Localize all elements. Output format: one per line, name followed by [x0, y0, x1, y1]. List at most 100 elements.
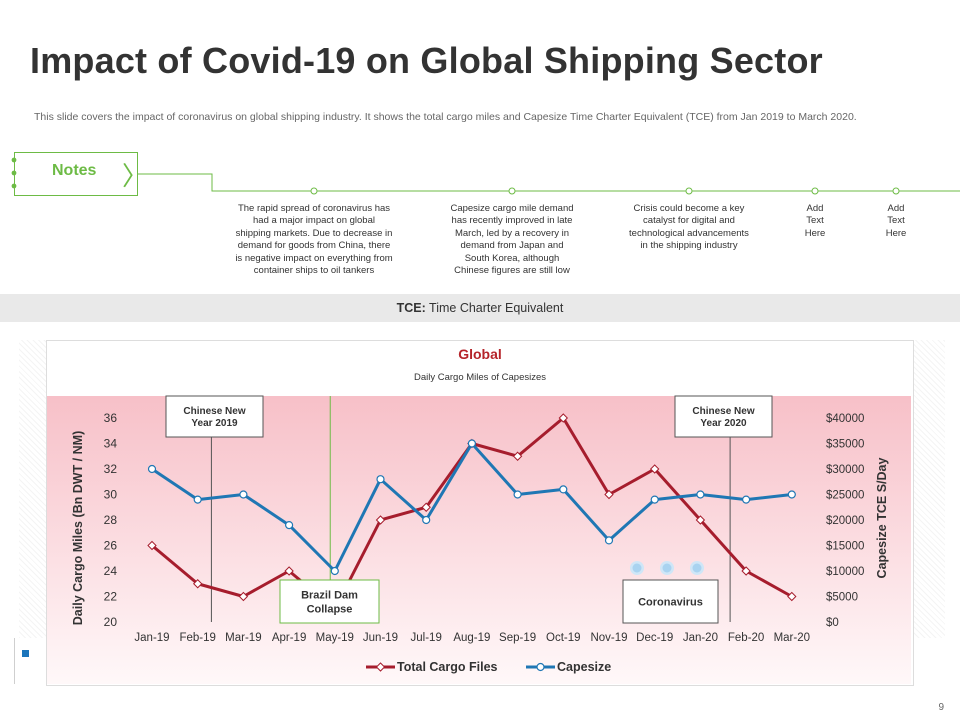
x-tick-label: Sep-19 [499, 632, 536, 644]
y-tick-label: 34 [104, 437, 118, 451]
notes-timeline [136, 173, 960, 195]
x-tick-label: Oct-19 [546, 632, 581, 644]
y-tick-label: 22 [104, 590, 118, 604]
y-tick-label: 28 [104, 513, 118, 527]
timeline-node [508, 187, 516, 195]
y-tick-label: 36 [104, 411, 118, 425]
annotation-box [165, 395, 264, 438]
x-tick-label: Feb-19 [179, 632, 215, 644]
chart-title: Global [458, 346, 502, 362]
y2-tick-label: $25000 [826, 490, 864, 502]
data-point [330, 566, 339, 576]
tce-band [0, 294, 960, 322]
data-point [741, 495, 751, 504]
bullet-marker [22, 650, 29, 657]
divider [14, 638, 15, 684]
y2-tick-label: $5000 [826, 592, 858, 604]
x-tick-label: Dec-19 [636, 632, 673, 644]
y2-tick-label: $40000 [826, 413, 864, 425]
data-point [193, 495, 202, 504]
dots-icon [11, 157, 17, 189]
x-tick-label: Nov-19 [590, 632, 627, 644]
data-point [695, 515, 706, 525]
x-tick-label: Jan-19 [134, 632, 169, 644]
annotation-label: Year 2019 [191, 418, 238, 429]
x-tick-label: May-19 [316, 632, 354, 644]
data-point [787, 591, 797, 602]
notes-label: Notes [52, 162, 97, 179]
timeline-node [685, 187, 693, 195]
y2-tick-label: $10000 [826, 566, 864, 578]
note-text-1: The rapid spread of coronavirus has had a… [235, 203, 393, 277]
y2-tick-label: $30000 [826, 464, 864, 476]
data-point [239, 490, 248, 499]
data-point [558, 413, 569, 423]
x-tick-label: Jun-19 [363, 632, 398, 644]
y-axis-label: Daily Cargo Miles (Bn DWT / NM) [71, 431, 85, 625]
virus-icon-core [632, 563, 642, 573]
data-point [512, 451, 523, 461]
x-tick-label: Mar-20 [774, 632, 810, 644]
note-text-4: Add Text Here [804, 203, 826, 239]
x-tick-label: Apr-19 [272, 632, 307, 644]
data-point [696, 490, 705, 499]
slide-title: Impact of Covid-19 on Global Shipping Se… [30, 40, 823, 81]
x-tick-label: Jul-19 [411, 632, 442, 644]
annotation-label: Coronavirus [638, 596, 703, 608]
data-point [467, 439, 476, 448]
x-tick-label: Feb-20 [728, 632, 764, 644]
annotation-label: Year 2020 [700, 418, 747, 429]
chart-subtitle: Daily Cargo Miles of Capesizes [414, 372, 546, 383]
y2-tick-label: $20000 [826, 515, 864, 527]
data-point [650, 495, 659, 504]
data-point [147, 464, 157, 474]
note-text-2: Capesize cargo mile demand has recently i… [450, 203, 574, 277]
x-tick-label: Mar-19 [225, 632, 261, 644]
y2-tick-label: $15000 [826, 541, 864, 553]
virus-icon-core [692, 563, 702, 573]
data-point [559, 485, 568, 494]
annotation-label: Chinese New [692, 406, 754, 417]
data-point [147, 540, 157, 551]
y-tick-label: 24 [104, 564, 118, 578]
y-tick-label: 32 [104, 462, 118, 476]
timeline-node [811, 187, 819, 195]
y2-axis-label: Capesize TCE S/Day [875, 458, 889, 579]
data-point [238, 591, 249, 602]
data-point [604, 489, 614, 500]
legend-label: Total Cargo Files [397, 660, 498, 674]
slide-description: This slide covers the impact of coronavi… [34, 111, 857, 123]
virus-icon-core [662, 563, 672, 573]
data-point [649, 464, 660, 474]
note-text-5: Add Text Here [885, 203, 907, 239]
x-tick-label: Jan-20 [683, 632, 718, 644]
annotation-box [279, 579, 380, 624]
x-tick-label: Aug-19 [453, 632, 490, 644]
data-point [513, 490, 522, 499]
timeline-node [892, 187, 900, 195]
annotation-box [674, 395, 773, 438]
data-point [422, 515, 431, 525]
data-point [604, 536, 614, 545]
tce-definition: TCE: Time Charter Equivalent [396, 301, 564, 315]
data-point [741, 566, 751, 576]
data-point [284, 566, 294, 576]
data-point [376, 475, 385, 484]
y-tick-label: 26 [104, 539, 118, 553]
y2-tick-label: $0 [826, 617, 839, 629]
page-number: 9 [938, 702, 944, 713]
data-point [421, 502, 431, 512]
y2-tick-label: $35000 [826, 439, 864, 451]
y-tick-label: 30 [104, 488, 118, 502]
y-tick-label: 20 [104, 615, 118, 629]
data-point [192, 579, 203, 589]
chevron-right-icon: 〉 [122, 162, 149, 192]
annotation-label: Chinese New [183, 406, 245, 417]
data-point [375, 515, 386, 525]
legend-marker [375, 662, 386, 672]
data-point [787, 490, 796, 499]
annotation-label: Brazil Dam [301, 589, 358, 601]
legend-label: Capesize [557, 660, 611, 674]
legend-marker [536, 662, 545, 672]
